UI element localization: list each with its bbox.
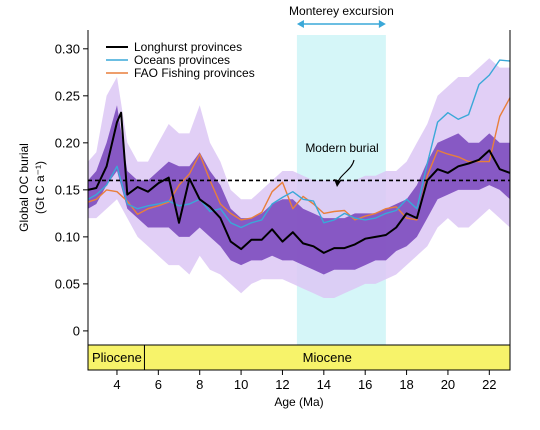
series-lines	[87, 59, 511, 254]
series-line-2	[87, 59, 511, 229]
legend-label-2: Oceans provinces	[134, 53, 230, 67]
x-tick-label: 12	[275, 377, 289, 392]
inner-band	[88, 105, 510, 275]
series-line-3	[87, 97, 511, 221]
y-tick-label: 0.20	[55, 135, 80, 150]
modern-burial-label: Modern burial	[305, 141, 378, 155]
y-tick-label: 0	[73, 323, 80, 338]
modern-burial-arrowhead-icon	[334, 179, 341, 187]
x-tick-label: 14	[317, 377, 331, 392]
y-tick-label: 0.25	[55, 88, 80, 103]
annotations: Monterey excursion Modern burial	[289, 4, 394, 187]
series-line-1	[87, 111, 511, 254]
x-axis-title: Age (Ma)	[274, 395, 323, 409]
x-tick-label: 22	[482, 377, 496, 392]
x-tick-label: 6	[155, 377, 162, 392]
y-tick-label: 0.30	[55, 41, 80, 56]
x-tick-label: 18	[399, 377, 413, 392]
legend-label-1: Longhurst provinces	[134, 40, 242, 54]
monterey-arrow-right-icon	[378, 20, 386, 28]
x-tick-label: 4	[113, 377, 120, 392]
x-tick-label: 16	[358, 377, 372, 392]
y-axis-title: Global OC burial	[17, 143, 31, 232]
y-tick-label: 0.05	[55, 276, 80, 291]
y-tick-label: 0.15	[55, 182, 80, 197]
epoch-bar: Pliocene Miocene	[87, 344, 511, 371]
y-tick-label: 0.10	[55, 229, 80, 244]
y-axis-unit: (Gt C a⁻¹)	[33, 161, 47, 214]
epoch-label-pliocene: Pliocene	[92, 350, 142, 365]
x-tick-label: 20	[441, 377, 455, 392]
epoch-label-miocene: Miocene	[303, 350, 352, 365]
legend-label-3: FAO Fishing provinces	[134, 66, 255, 80]
monterey-excursion-label: Monterey excursion	[289, 4, 394, 18]
monterey-arrow-left-icon	[296, 20, 304, 28]
uncertainty-bands	[88, 58, 510, 299]
epoch-box-miocene	[143, 344, 511, 371]
x-tick-label: 10	[234, 377, 248, 392]
x-tick-label: 8	[196, 377, 203, 392]
